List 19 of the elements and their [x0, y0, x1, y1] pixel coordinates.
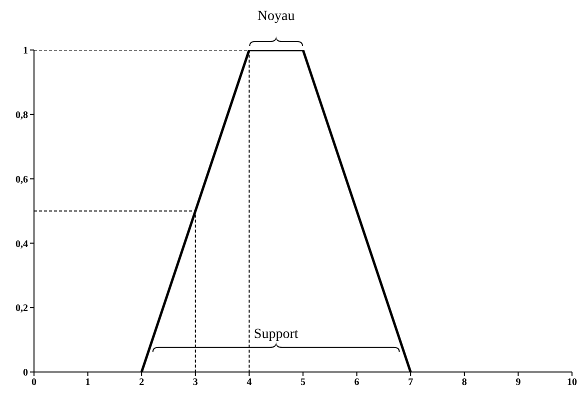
annotation: Support [254, 326, 298, 342]
x-tick-label: 10 [567, 377, 577, 388]
x-tick-label: 6 [354, 377, 360, 388]
text: Noyau [257, 9, 295, 24]
x-tick-label: 7 [408, 377, 414, 388]
x-tick-label: 3 [192, 377, 198, 388]
x-tick-label: 0 [32, 377, 36, 388]
y-tick-label: 0,6 [16, 174, 28, 186]
y-tick-label: 0,8 [16, 110, 28, 121]
x-tick-label: 4 [246, 377, 252, 388]
y-tick-label: 1 [23, 46, 28, 57]
x-tick-label: 8 [462, 377, 467, 388]
y-tick-label: 0 [23, 368, 28, 379]
y-tick-label: 0,4 [16, 238, 28, 250]
y-tick-label: 0,2 [16, 303, 28, 314]
x-tick-label: 5 [300, 377, 306, 388]
x-tick-label: 2 [139, 377, 144, 388]
x-tick-label: 9 [516, 377, 521, 388]
x-tick-label: 1 [85, 377, 90, 388]
